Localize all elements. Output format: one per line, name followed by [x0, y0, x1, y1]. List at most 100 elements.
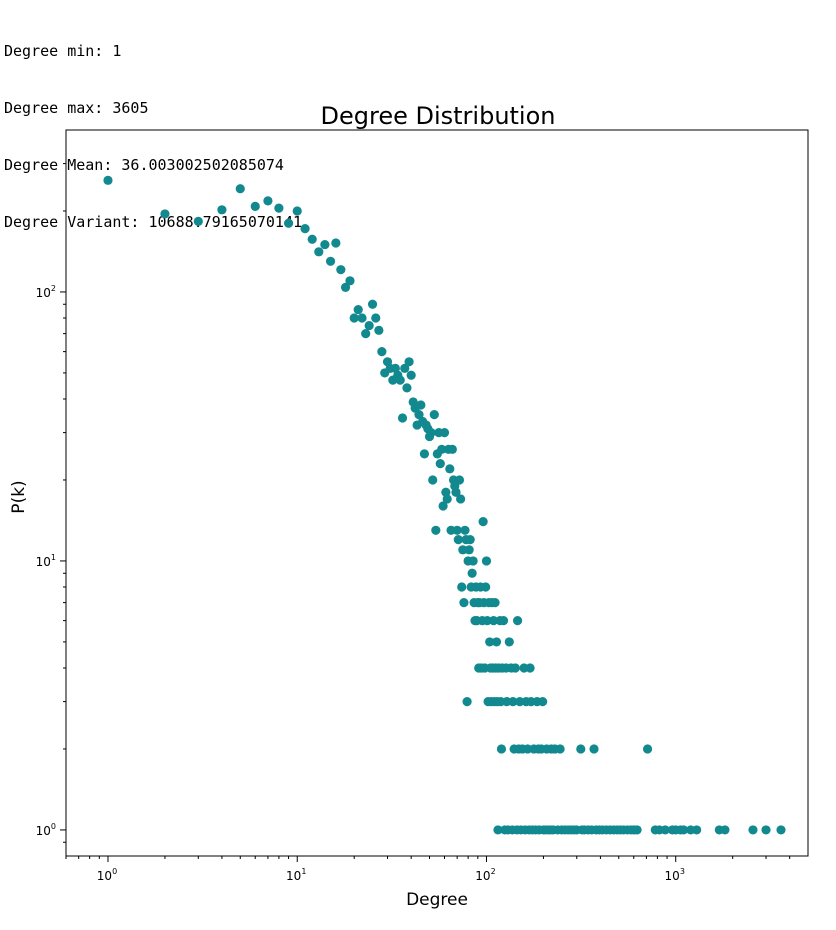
- y-tick-label: 102: [36, 284, 56, 300]
- data-point: [538, 696, 548, 707]
- data-point: [400, 363, 410, 373]
- y-tick-label: 101: [36, 553, 56, 569]
- data-point: [336, 265, 346, 275]
- data-point: [426, 428, 436, 438]
- data-point: [496, 744, 507, 754]
- data-point: [404, 357, 414, 367]
- x-axis-label: Degree: [406, 890, 468, 910]
- data-point: [292, 206, 302, 216]
- data-point: [320, 239, 330, 250]
- chart-title: Degree Distribution: [321, 102, 556, 130]
- data-point: [445, 464, 455, 474]
- data-point: [493, 825, 503, 835]
- data-point: [465, 535, 475, 545]
- data-point: [456, 494, 466, 504]
- data-point: [367, 299, 378, 309]
- data-point: [160, 209, 170, 219]
- data-point: [390, 363, 400, 373]
- data-point: [512, 616, 523, 626]
- data-point: [447, 444, 457, 454]
- scatter-points: [103, 175, 786, 835]
- data-point: [632, 825, 642, 835]
- data-point: [414, 409, 424, 420]
- data-point: [467, 568, 477, 578]
- data-point: [515, 696, 525, 707]
- data-point: [353, 304, 363, 315]
- data-point: [345, 276, 355, 286]
- data-point: [377, 347, 387, 357]
- data-point: [761, 825, 771, 835]
- data-point: [428, 475, 438, 485]
- data-point: [720, 825, 730, 835]
- data-point: [193, 216, 203, 226]
- data-point: [442, 494, 452, 504]
- data-point: [235, 184, 245, 194]
- data-point: [510, 663, 520, 673]
- data-point: [349, 313, 359, 323]
- data-point: [439, 428, 450, 438]
- data-point: [357, 313, 367, 323]
- data-point: [478, 517, 488, 527]
- data-point: [491, 637, 502, 647]
- data-point: [361, 329, 371, 339]
- data-point: [435, 459, 445, 469]
- data-point: [263, 196, 273, 206]
- plot-frame: [65, 129, 809, 857]
- data-point: [508, 696, 518, 707]
- data-point: [464, 545, 474, 555]
- data-point: [692, 825, 702, 835]
- data-point: [660, 825, 670, 835]
- data-point: [490, 598, 500, 608]
- data-point: [453, 535, 463, 545]
- data-point: [481, 582, 491, 592]
- x-tick-label: 101: [286, 867, 306, 883]
- data-point: [325, 256, 336, 266]
- data-point: [429, 409, 439, 420]
- data-point: [274, 203, 284, 213]
- x-tick-label: 103: [665, 867, 685, 883]
- data-point: [576, 744, 586, 754]
- data-point: [402, 383, 412, 393]
- data-point: [217, 205, 227, 215]
- data-point: [307, 234, 317, 244]
- data-point: [374, 325, 384, 335]
- data-point: [525, 663, 535, 673]
- data-point: [776, 825, 786, 835]
- data-point: [419, 449, 430, 459]
- y-tick-label: 100: [36, 822, 56, 838]
- data-point: [454, 475, 465, 485]
- data-point: [416, 400, 426, 410]
- degree-min-line: Degree min: 1: [4, 42, 122, 60]
- data-point: [457, 582, 467, 592]
- axis-ticks: 100 101 102 103 100 101 102: [36, 163, 791, 883]
- data-point: [431, 525, 441, 535]
- data-point: [468, 556, 478, 566]
- data-point: [283, 218, 294, 228]
- degree-mean-line: Degree Mean: 36.003002502085074: [4, 156, 284, 174]
- data-point: [481, 556, 492, 566]
- degree-max-line: Degree max: 3605: [4, 99, 149, 117]
- data-point: [438, 501, 448, 511]
- data-point: [555, 744, 565, 754]
- data-point: [462, 696, 472, 707]
- data-point: [397, 413, 408, 423]
- data-point: [371, 313, 381, 323]
- data-point: [364, 320, 374, 331]
- data-point: [488, 616, 499, 626]
- data-point: [331, 238, 341, 248]
- data-point: [498, 616, 509, 626]
- data-point: [437, 444, 447, 454]
- data-point: [504, 637, 514, 647]
- data-point: [103, 175, 113, 185]
- data-point: [485, 637, 495, 647]
- degree-variance-line: Degree Variant: 10688.79165070141: [4, 213, 303, 231]
- data-point: [406, 370, 416, 380]
- data-point: [748, 825, 758, 835]
- data-point: [589, 744, 599, 754]
- data-point: [340, 282, 351, 292]
- data-point: [314, 247, 324, 257]
- data-point: [250, 201, 260, 211]
- data-point: [642, 744, 653, 754]
- data-point: [460, 525, 470, 535]
